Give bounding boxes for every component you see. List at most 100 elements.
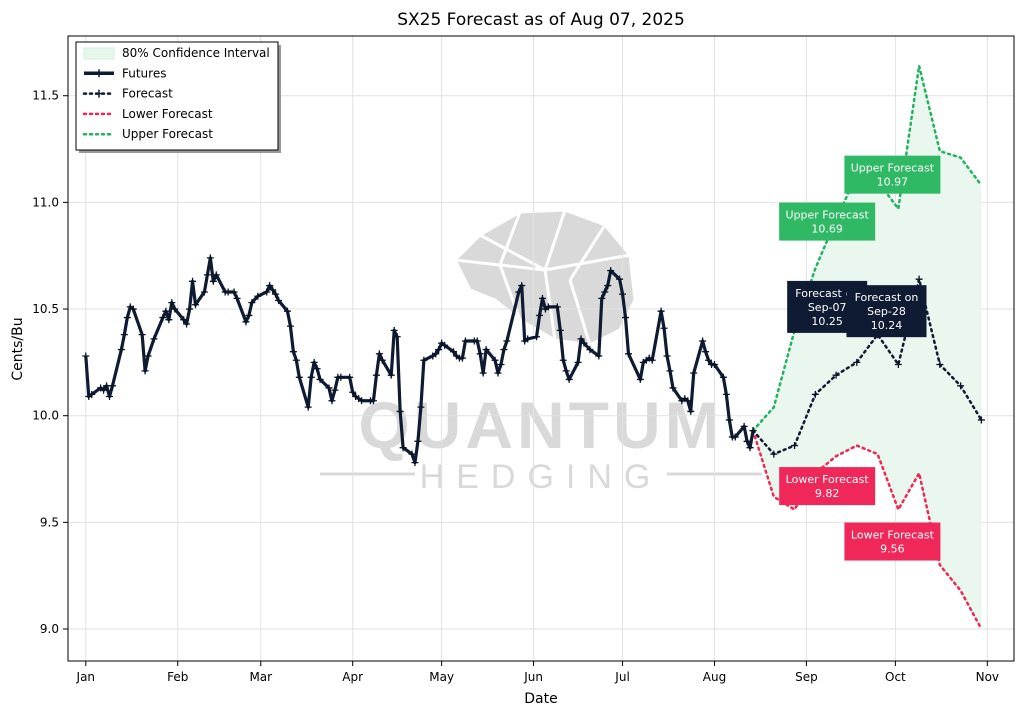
- x-tick-label: Jul: [614, 670, 629, 684]
- futures-point: [559, 356, 567, 364]
- quantum-hedging-watermark: QUANTUM HEDGING: [320, 208, 762, 496]
- futures-point: [304, 403, 312, 411]
- futures-point: [604, 282, 612, 290]
- futures-point: [461, 337, 469, 345]
- futures-point: [328, 397, 336, 405]
- futures-point: [476, 350, 484, 358]
- callout-text: Lower Forecast: [851, 529, 935, 542]
- x-axis-title: Date: [524, 691, 557, 707]
- callout-text: 10.69: [811, 223, 843, 236]
- futures-point: [536, 311, 544, 319]
- futures-point: [666, 367, 674, 375]
- forecast-point: [894, 360, 902, 368]
- futures-point: [595, 352, 603, 360]
- futures-point: [349, 388, 357, 396]
- futures-point: [553, 303, 561, 311]
- futures-point: [580, 339, 588, 347]
- x-tick-label: Apr: [342, 670, 363, 684]
- futures-point: [272, 290, 280, 298]
- futures-point: [743, 437, 751, 445]
- lower-callout-box: [779, 467, 876, 506]
- y-tick-label: 11.5: [32, 89, 59, 103]
- futures-point: [159, 314, 167, 322]
- futures-point: [189, 277, 197, 285]
- forecast-point: [770, 450, 778, 458]
- futures-point: [687, 407, 695, 415]
- futures-point: [209, 277, 217, 285]
- y-tick-label: 9.5: [40, 515, 59, 529]
- legend-box: [75, 41, 279, 151]
- futures-point: [497, 360, 505, 368]
- callout-text: 10.97: [877, 176, 909, 189]
- futures-point: [372, 371, 380, 379]
- legend-marker: [95, 89, 103, 98]
- futures-point: [556, 326, 564, 334]
- futures-point: [710, 360, 718, 368]
- futures-point: [263, 288, 271, 296]
- forecast-line: [751, 278, 983, 456]
- futures-point: [441, 341, 449, 349]
- futures-point: [565, 375, 573, 383]
- futures-point: [586, 346, 594, 354]
- forecast-point: [915, 275, 923, 283]
- futures-point: [482, 346, 490, 354]
- legend-label: Lower Forecast: [122, 107, 213, 121]
- watermark-word-quantum: QUANTUM: [358, 388, 723, 462]
- futures-point: [414, 437, 422, 445]
- futures-point: [663, 352, 671, 360]
- futures-point: [180, 316, 188, 324]
- futures-point: [316, 375, 324, 383]
- callout-text: Sep-28: [867, 305, 906, 318]
- futures-point: [408, 450, 416, 458]
- futures-point: [266, 282, 274, 290]
- futures-point: [183, 320, 191, 328]
- futures-point: [138, 331, 146, 339]
- futures-point: [117, 346, 125, 354]
- futures-point: [200, 288, 208, 296]
- futures-point: [171, 305, 179, 313]
- legend-label: 80% Confidence Interval: [122, 46, 270, 60]
- futures-point: [619, 290, 627, 298]
- forecast-point: [936, 360, 944, 368]
- x-tick-label: Sep: [795, 670, 818, 684]
- futures-point: [289, 348, 297, 356]
- x-tick-label: Oct: [885, 670, 906, 684]
- futures-point: [206, 254, 214, 262]
- legend-swatch-band: [83, 47, 115, 60]
- x-tick-label: Feb: [167, 670, 188, 684]
- forecast-point: [977, 416, 985, 424]
- watermark-word-hedging: HEDGING: [420, 458, 663, 496]
- legend-label: Futures: [122, 66, 166, 80]
- futures-point: [375, 350, 383, 358]
- callout-text: 9.82: [815, 487, 840, 500]
- futures-point: [390, 326, 398, 334]
- futures-point: [684, 397, 692, 405]
- futures-point: [719, 373, 727, 381]
- futures-point: [165, 316, 173, 324]
- y-tick-label: 11.0: [32, 195, 59, 209]
- futures-point: [141, 367, 149, 375]
- futures-point: [622, 314, 630, 322]
- x-tick-label: Jun: [523, 670, 543, 684]
- futures-point: [123, 314, 131, 322]
- futures-point: [337, 373, 345, 381]
- futures-point: [491, 356, 499, 364]
- futures-point: [598, 294, 606, 302]
- futures-point: [108, 382, 116, 390]
- futures-point: [740, 422, 748, 430]
- futures-point: [399, 444, 407, 452]
- futures-point: [129, 305, 137, 313]
- futures-point: [331, 386, 339, 394]
- futures-point: [636, 375, 644, 383]
- callout-text: 10.24: [871, 319, 903, 332]
- futures-point: [378, 356, 386, 364]
- futures-point: [450, 348, 458, 356]
- futures-point: [120, 331, 128, 339]
- futures-point: [186, 305, 194, 313]
- futures-point: [577, 335, 585, 343]
